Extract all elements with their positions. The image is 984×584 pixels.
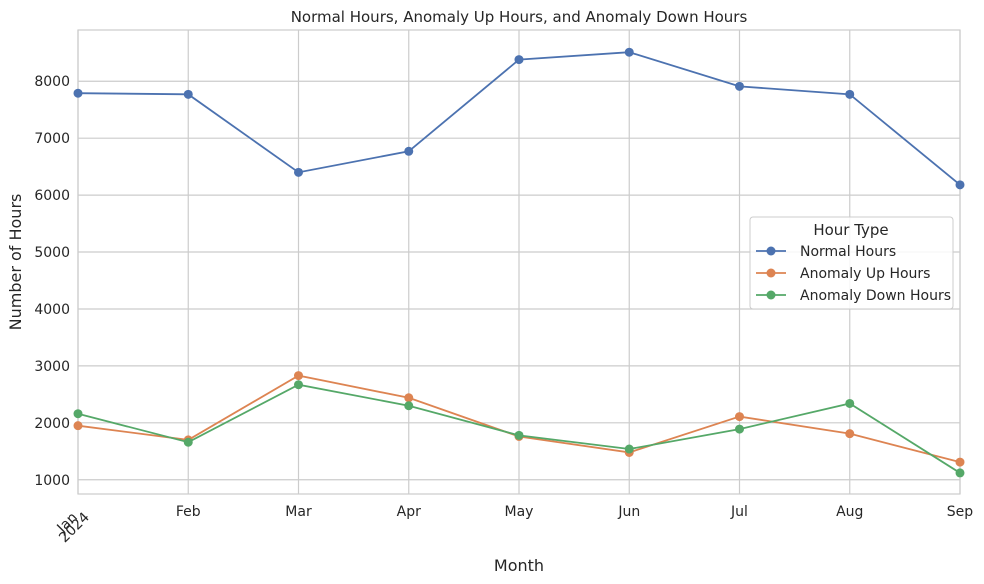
- data-point-anomaly-down-hours-jan: [73, 409, 83, 419]
- x-tick-label-jul: Jul: [730, 504, 748, 520]
- x-tick-label-mar: Mar: [285, 504, 312, 520]
- data-point-anomaly-down-hours-apr: [404, 401, 414, 411]
- data-point-anomaly-up-hours-sep: [955, 457, 965, 467]
- x-tick-label-aug: Aug: [836, 504, 863, 520]
- data-point-normal-hours-mar: [294, 167, 303, 177]
- x-tick-label-feb: Feb: [176, 504, 201, 520]
- legend-label-normal-hours: Normal Hours: [800, 244, 896, 260]
- x-tick-label-sep: Sep: [947, 504, 974, 520]
- legend-marker-anomaly-down-hours: [766, 290, 776, 300]
- x-tick-label-apr: Apr: [397, 504, 421, 520]
- y-tick-label-7000: 7000: [34, 131, 70, 147]
- series-normal-hours: [73, 47, 965, 190]
- legend-marker-anomaly-up-hours: [766, 268, 776, 278]
- y-tick-label-4000: 4000: [34, 302, 70, 318]
- x-axis-title: Month: [494, 556, 544, 575]
- data-point-normal-hours-jun: [624, 47, 634, 57]
- data-point-normal-hours-jan: [73, 88, 83, 98]
- chart-title: Normal Hours, Anomaly Up Hours, and Anom…: [291, 8, 748, 26]
- data-point-anomaly-down-hours-jun: [624, 444, 634, 454]
- data-point-anomaly-up-hours-jul: [735, 412, 744, 422]
- data-point-normal-hours-may: [514, 55, 524, 65]
- x-tick-label-jun: Jun: [617, 504, 640, 520]
- y-tick-labels: 1000 2000 3000 4000 5000 6000 7000 8000: [34, 74, 70, 489]
- grid-lines: [77, 30, 961, 494]
- data-point-anomaly-down-hours-mar: [294, 380, 303, 390]
- legend-box: [749, 216, 954, 310]
- legend-marker-normal-hours: [766, 246, 776, 256]
- y-tick-label-3000: 3000: [34, 359, 70, 375]
- y-axis-title: Number of Hours: [6, 194, 25, 331]
- data-point-anomaly-down-hours-may: [514, 430, 524, 440]
- data-point-anomaly-down-hours-sep: [955, 468, 965, 478]
- y-tick-label-6000: 6000: [34, 188, 70, 204]
- legend-label-anomaly-down-hours: Anomaly Down Hours: [800, 288, 951, 304]
- data-point-anomaly-down-hours-aug: [845, 398, 855, 408]
- plot-frame: [77, 29, 961, 495]
- data-point-anomaly-down-hours-jul: [735, 424, 744, 434]
- y-tick-label-1000: 1000: [34, 473, 70, 489]
- series-anomaly-down-hours: [73, 380, 965, 478]
- data-point-anomaly-up-hours-mar: [294, 371, 303, 381]
- legend-label-anomaly-up-hours: Anomaly Up Hours: [800, 266, 930, 282]
- data-point-anomaly-up-hours-apr: [404, 393, 414, 403]
- x-tick-label-may: May: [505, 504, 534, 520]
- y-tick-label-5000: 5000: [34, 245, 70, 261]
- legend: Hour Type Normal Hours Anomaly Up Hours An…: [749, 216, 954, 310]
- y-tick-label-2000: 2000: [34, 416, 70, 432]
- data-point-anomaly-down-hours-feb: [183, 437, 193, 447]
- series-lines: [73, 47, 965, 478]
- y-tick-label-8000: 8000: [34, 74, 70, 90]
- data-point-anomaly-up-hours-aug: [845, 429, 855, 439]
- data-point-normal-hours-sep: [955, 180, 965, 190]
- legend-title: Hour Type: [813, 221, 888, 239]
- data-point-normal-hours-aug: [845, 89, 855, 99]
- data-point-normal-hours-feb: [183, 89, 193, 99]
- legend-items: Normal Hours Anomaly Up Hours Anomaly Down…: [756, 244, 951, 304]
- data-point-anomaly-up-hours-jan: [73, 421, 83, 431]
- data-point-normal-hours-apr: [404, 146, 414, 156]
- data-point-normal-hours-jul: [735, 81, 744, 91]
